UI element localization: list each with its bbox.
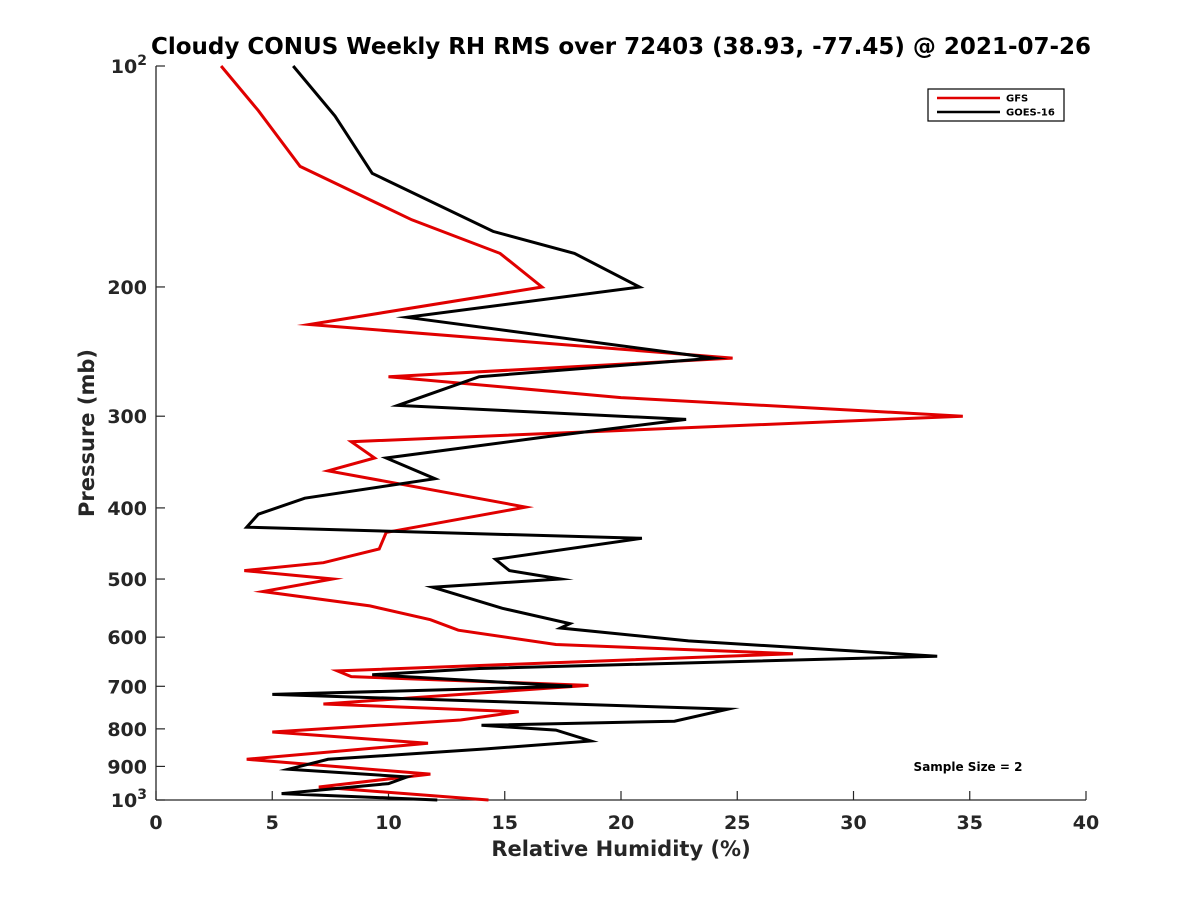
x-axis: 0 5 10 15 20 25 30 35 40 xyxy=(149,791,1099,834)
y-tick-label: 400 xyxy=(107,498,147,520)
y-tick-label: 600 xyxy=(107,627,147,649)
sample-size-annotation: Sample Size = 2 xyxy=(914,760,1023,774)
y-tick-label: 800 xyxy=(107,719,147,741)
x-tick-label: 10 xyxy=(375,812,401,834)
y-tick-label: 102 xyxy=(111,53,147,78)
x-tick-label: 30 xyxy=(840,812,866,834)
legend-label-gfs: GFS xyxy=(1006,94,1028,105)
y-tick-label: 103 xyxy=(111,787,147,812)
y-tick-label: 300 xyxy=(107,406,147,428)
chart-title: Cloudy CONUS Weekly RH RMS over 72403 (3… xyxy=(151,34,1091,60)
series-layer xyxy=(219,65,963,802)
x-tick-label: 15 xyxy=(492,812,518,834)
x-tick-label: 20 xyxy=(608,812,634,834)
y-tick-label: 700 xyxy=(107,676,147,698)
y-tick-label: 200 xyxy=(107,277,147,299)
y-axis: 102 200 300 400 500 600 700 800 900 103 xyxy=(107,53,165,812)
legend-box xyxy=(927,88,1065,122)
x-axis-title: Relative Humidity (%) xyxy=(491,837,750,861)
series-line-goes-16 xyxy=(243,65,938,802)
x-tick-label: 40 xyxy=(1073,812,1099,834)
legend: GFS GOES-16 xyxy=(927,88,1065,122)
legend-label-goes-16: GOES-16 xyxy=(1006,108,1055,119)
y-axis-title: Pressure (mb) xyxy=(75,349,99,517)
x-tick-label: 25 xyxy=(724,812,750,834)
y-tick-label: 500 xyxy=(107,569,147,591)
y-tick-label: 900 xyxy=(107,756,147,778)
series-line-gfs xyxy=(219,65,963,802)
x-tick-label: 5 xyxy=(266,812,279,834)
x-tick-label: 35 xyxy=(957,812,983,834)
x-tick-label: 0 xyxy=(149,812,162,834)
